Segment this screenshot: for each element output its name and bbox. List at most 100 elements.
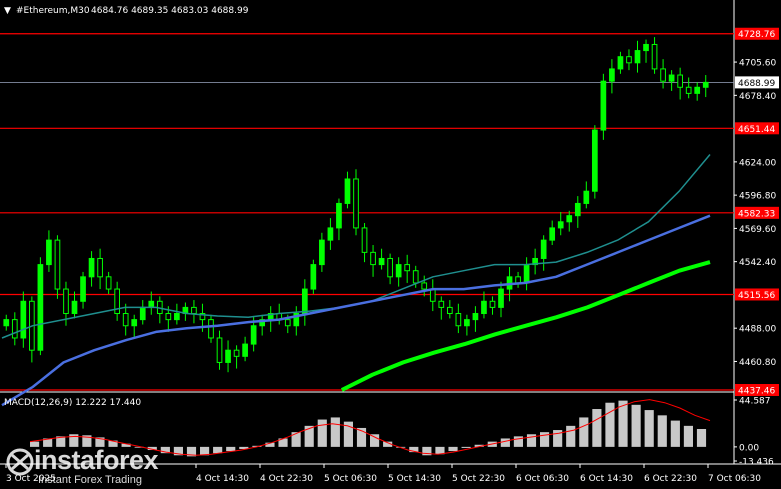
candle-body[interactable] (481, 300, 487, 315)
candle-body[interactable] (634, 50, 641, 64)
candle-body[interactable] (446, 306, 453, 315)
candle-body[interactable] (429, 288, 436, 302)
candle-body[interactable] (174, 313, 180, 321)
candle-body[interactable] (677, 74, 683, 88)
candle-body[interactable] (574, 202, 581, 217)
macd-histogram-bar (579, 417, 589, 447)
ohlc-readout: 4684.76 4689.35 4683.03 4688.99 (91, 6, 249, 16)
price-tick-label: 4460.80 (739, 358, 776, 368)
macd-histogram-bar (343, 421, 353, 447)
macd-histogram-bar (239, 446, 249, 449)
candle-body[interactable] (523, 264, 530, 284)
price-plot-area[interactable] (0, 33, 734, 407)
candle-body[interactable] (259, 319, 266, 327)
macd-histogram-bar (435, 446, 445, 455)
candle-body[interactable] (148, 300, 155, 308)
candle-body[interactable] (71, 300, 78, 315)
candle-body[interactable] (3, 319, 10, 327)
candle-body[interactable] (378, 257, 385, 266)
candle-body[interactable] (191, 306, 197, 315)
candle-body[interactable] (88, 257, 95, 278)
candle-body[interactable] (139, 306, 146, 321)
time-tick-label: 5 Oct 06:30 (324, 474, 377, 484)
candle-body[interactable] (165, 313, 172, 321)
candle-body[interactable] (225, 349, 231, 363)
candle-body[interactable] (216, 337, 223, 363)
candle-body[interactable] (20, 300, 27, 339)
level-price-label: 4651.44 (738, 125, 775, 135)
candle-body[interactable] (660, 68, 666, 82)
macd-histogram-bar (370, 434, 380, 447)
candle-body[interactable] (668, 74, 675, 82)
candle-body[interactable] (105, 276, 112, 290)
candle-body[interactable] (472, 313, 479, 321)
candle-body[interactable] (80, 276, 86, 302)
candle-body[interactable] (208, 319, 214, 339)
candle-body[interactable] (242, 343, 248, 357)
candle-body[interactable] (557, 221, 564, 229)
candle-body[interactable] (617, 56, 624, 70)
candle-body[interactable] (46, 239, 52, 266)
candle-body[interactable] (412, 270, 419, 284)
candle-body[interactable] (122, 313, 129, 327)
candle-body[interactable] (643, 43, 649, 52)
candle-body[interactable] (685, 86, 692, 94)
macd-histogram-bar (631, 404, 641, 447)
candle-body[interactable] (702, 81, 709, 88)
candle-body[interactable] (199, 313, 206, 321)
candle-body[interactable] (37, 264, 44, 351)
candle-body[interactable] (498, 288, 504, 308)
macd-histogram-bar (226, 446, 236, 452)
candle-body[interactable] (114, 288, 121, 315)
candle-body[interactable] (464, 319, 470, 327)
candle-body[interactable] (600, 80, 607, 131)
candle-body[interactable] (353, 178, 359, 229)
candle-body[interactable] (626, 56, 632, 64)
candle-body[interactable] (489, 300, 496, 308)
candle-body[interactable] (310, 264, 317, 290)
candle-body[interactable] (609, 68, 615, 82)
candle-body[interactable] (515, 276, 521, 284)
candle-body[interactable] (284, 319, 291, 327)
candle-body[interactable] (540, 239, 547, 259)
candle-body[interactable] (694, 86, 701, 94)
candle-body[interactable] (395, 264, 402, 278)
candle-body[interactable] (404, 264, 411, 272)
candle-body[interactable] (566, 215, 573, 223)
candle-body[interactable] (370, 251, 376, 266)
macd-plot-area[interactable] (29, 399, 711, 457)
candle-body[interactable] (336, 202, 342, 229)
macd-tick-label: -13.436 (739, 458, 774, 468)
candle-body[interactable] (651, 43, 658, 70)
candle-body[interactable] (11, 319, 18, 339)
candle-body[interactable] (591, 129, 598, 192)
candle-body[interactable] (387, 257, 393, 278)
level-price-label: 4582.33 (738, 209, 775, 219)
candle-body[interactable] (97, 257, 103, 278)
current-price-tag (735, 76, 779, 89)
price-tick-label: 4488.00 (739, 325, 776, 335)
macd-histogram-bar (147, 446, 157, 451)
candle-body[interactable] (532, 257, 538, 266)
candle-body[interactable] (319, 239, 325, 266)
candle-body[interactable] (455, 313, 462, 327)
candle-body[interactable] (293, 313, 300, 327)
candle-body[interactable] (344, 178, 351, 204)
candle-body[interactable] (63, 288, 69, 315)
candle-body[interactable] (327, 227, 334, 241)
candle-body[interactable] (54, 239, 61, 290)
candle-body[interactable] (438, 300, 445, 308)
candle-body[interactable] (250, 325, 257, 345)
candle-body[interactable] (301, 288, 308, 315)
price-tick-label: 4678.40 (739, 92, 776, 102)
header-down-arrow-icon[interactable]: ▼ (4, 6, 11, 16)
candle-body[interactable] (131, 319, 138, 327)
candle-body[interactable] (421, 282, 428, 290)
macd-histogram-bar (265, 442, 275, 447)
candle-body[interactable] (361, 227, 368, 253)
candle-body[interactable] (549, 227, 556, 241)
candle-body[interactable] (233, 349, 240, 357)
candle-body[interactable] (583, 190, 590, 204)
